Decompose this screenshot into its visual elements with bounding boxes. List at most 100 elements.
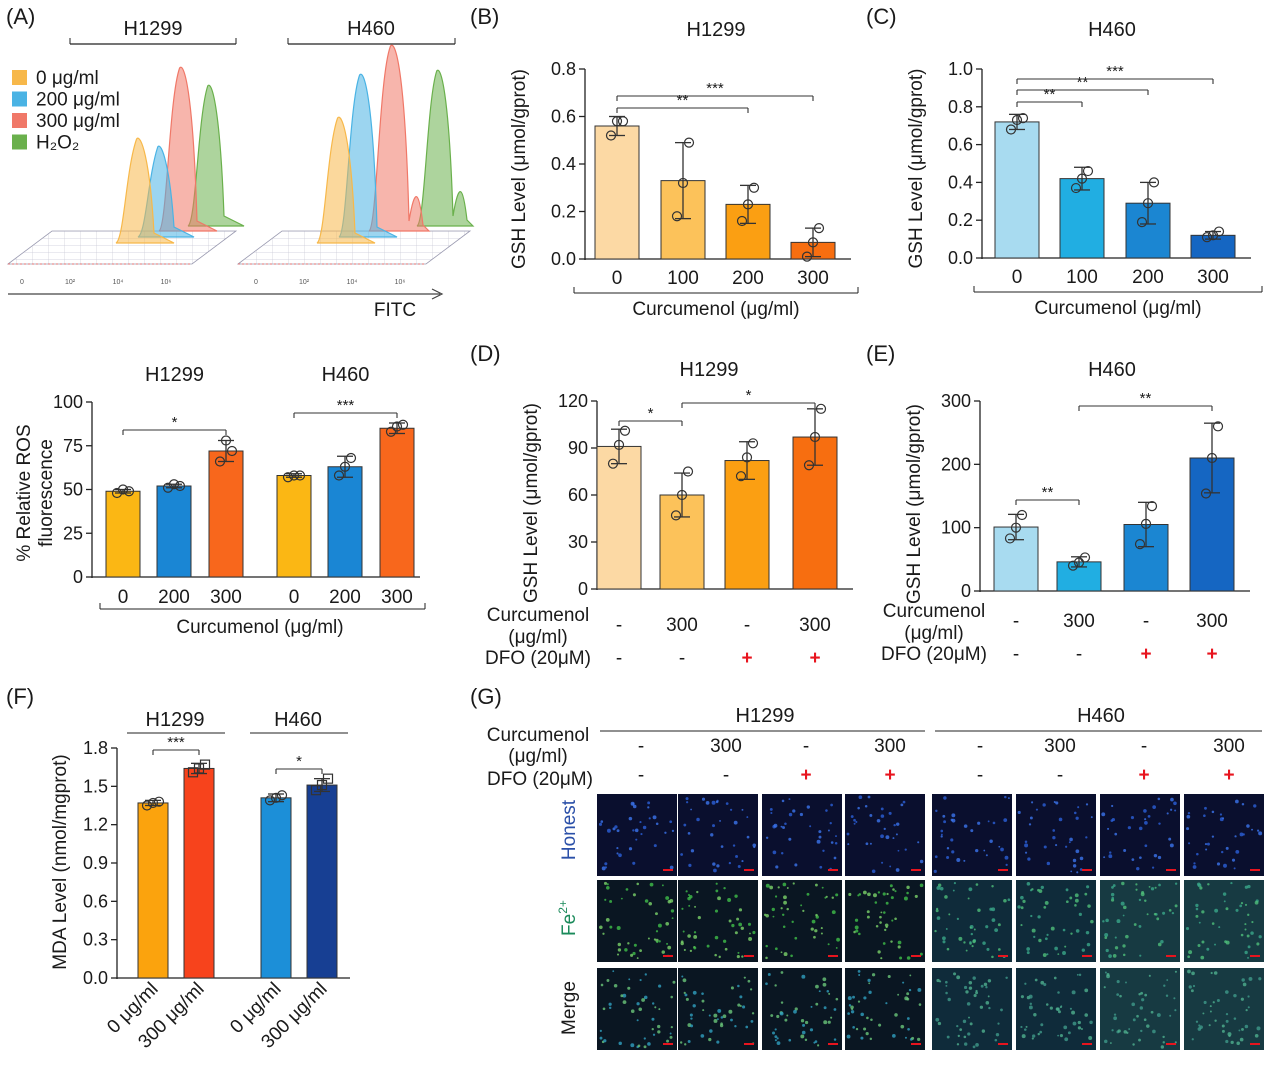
cell-dot [786, 1014, 789, 1017]
flow-x-tick-label: 0 [20, 279, 24, 286]
cell-dot [1170, 808, 1173, 811]
cell-dot [736, 954, 740, 959]
cell-dot [1240, 933, 1244, 937]
cell-dot [945, 928, 948, 930]
cell-dot [892, 837, 895, 840]
cell-dot [636, 1019, 639, 1022]
cell-dot [1203, 814, 1206, 818]
cell-dot [973, 993, 977, 998]
cell-dot [986, 947, 990, 951]
cell-dot [947, 997, 951, 1002]
data-point [276, 790, 288, 801]
data-point [815, 403, 827, 414]
cell-dot [946, 847, 950, 850]
cell-dot [651, 1017, 655, 1021]
cell-dot [780, 951, 783, 954]
cell-dot [969, 926, 972, 929]
data-point [199, 759, 211, 770]
cell-dot [1113, 1016, 1117, 1021]
y-tick-label: 100 [941, 518, 971, 538]
bar [327, 466, 363, 578]
cell-dot [784, 822, 787, 826]
group-title: H1299 [736, 705, 795, 727]
cell-dot [700, 1034, 705, 1038]
cell-dot [1246, 824, 1250, 828]
cell-dot [1138, 826, 1143, 831]
cell-dot [683, 823, 687, 827]
cell-dot [772, 850, 777, 855]
data-point [316, 779, 328, 791]
cell-dot [985, 986, 988, 989]
cell-dot [606, 979, 610, 982]
cell-dot [1160, 1045, 1165, 1049]
cell-dot [875, 925, 879, 928]
y-tick-label: 200 [941, 454, 971, 474]
cell-dot [628, 847, 633, 851]
cell-dot [989, 907, 993, 911]
cell-dot [713, 868, 717, 873]
cell-dot [1244, 950, 1248, 955]
cell-dot [1057, 1010, 1061, 1014]
cell-dot [1042, 803, 1046, 807]
cell-dot [670, 995, 673, 999]
cell-dot [711, 800, 716, 805]
cell-dot [746, 816, 749, 819]
cell-dot [1205, 848, 1208, 851]
cell-dot [765, 836, 769, 840]
data-point [174, 480, 186, 492]
cell-dot [816, 839, 821, 844]
y-tick-label: 0 [73, 567, 83, 587]
cell-dot [770, 1014, 774, 1018]
cell-dot [1075, 929, 1080, 933]
cell-dot [1070, 932, 1073, 935]
cell-dot [1195, 914, 1199, 918]
cell-dot [1052, 836, 1056, 840]
data-point [264, 795, 276, 806]
cell-dot [658, 1008, 661, 1011]
data-point [1073, 557, 1085, 568]
cell-dot [942, 814, 946, 818]
condition-value: 300 [874, 736, 906, 757]
cell-dot [1223, 863, 1227, 868]
cell-dot [617, 948, 622, 952]
condition-row-label: DFO (20μM) [881, 644, 987, 665]
cell-dot [987, 995, 990, 998]
cell-dot [1033, 1013, 1037, 1017]
cell-dot [1187, 969, 1191, 974]
cell-dot [696, 890, 699, 894]
cell-dot [1035, 808, 1039, 811]
cell-dot [956, 1043, 960, 1046]
cell-dot [651, 1027, 654, 1031]
cell-dot [814, 929, 818, 933]
cell-dot [1139, 954, 1142, 957]
cell-dot [871, 973, 876, 977]
cell-dot [1253, 804, 1257, 808]
cell-dot [1111, 804, 1114, 808]
cell-dot [1064, 1037, 1069, 1042]
cell-dot [774, 1035, 778, 1039]
cell-dot [765, 982, 768, 986]
cell-dot [661, 950, 666, 954]
cell-dot [763, 913, 767, 917]
cell-dot [893, 823, 896, 827]
condition-value: + [741, 648, 752, 669]
cell-dot [792, 809, 796, 813]
cell-dot [1000, 1008, 1003, 1012]
cell-dot [1122, 944, 1126, 948]
cell-dot [1120, 901, 1125, 906]
cell-dot [1188, 985, 1192, 989]
cell-dot [806, 892, 810, 896]
cell-dot [599, 925, 603, 930]
cell-dot [919, 883, 924, 888]
condition-value: - [638, 736, 644, 757]
cell-dot [937, 1021, 942, 1026]
cell-dot [1157, 855, 1162, 860]
cell-dot [854, 918, 859, 922]
cell-dot [654, 1006, 657, 1009]
cell-dot [866, 910, 870, 914]
data-point [397, 419, 409, 430]
cell-dot [894, 1013, 898, 1017]
cell-dot [1026, 882, 1031, 886]
cell-dot [679, 1041, 683, 1044]
cell-dot [998, 845, 1001, 848]
